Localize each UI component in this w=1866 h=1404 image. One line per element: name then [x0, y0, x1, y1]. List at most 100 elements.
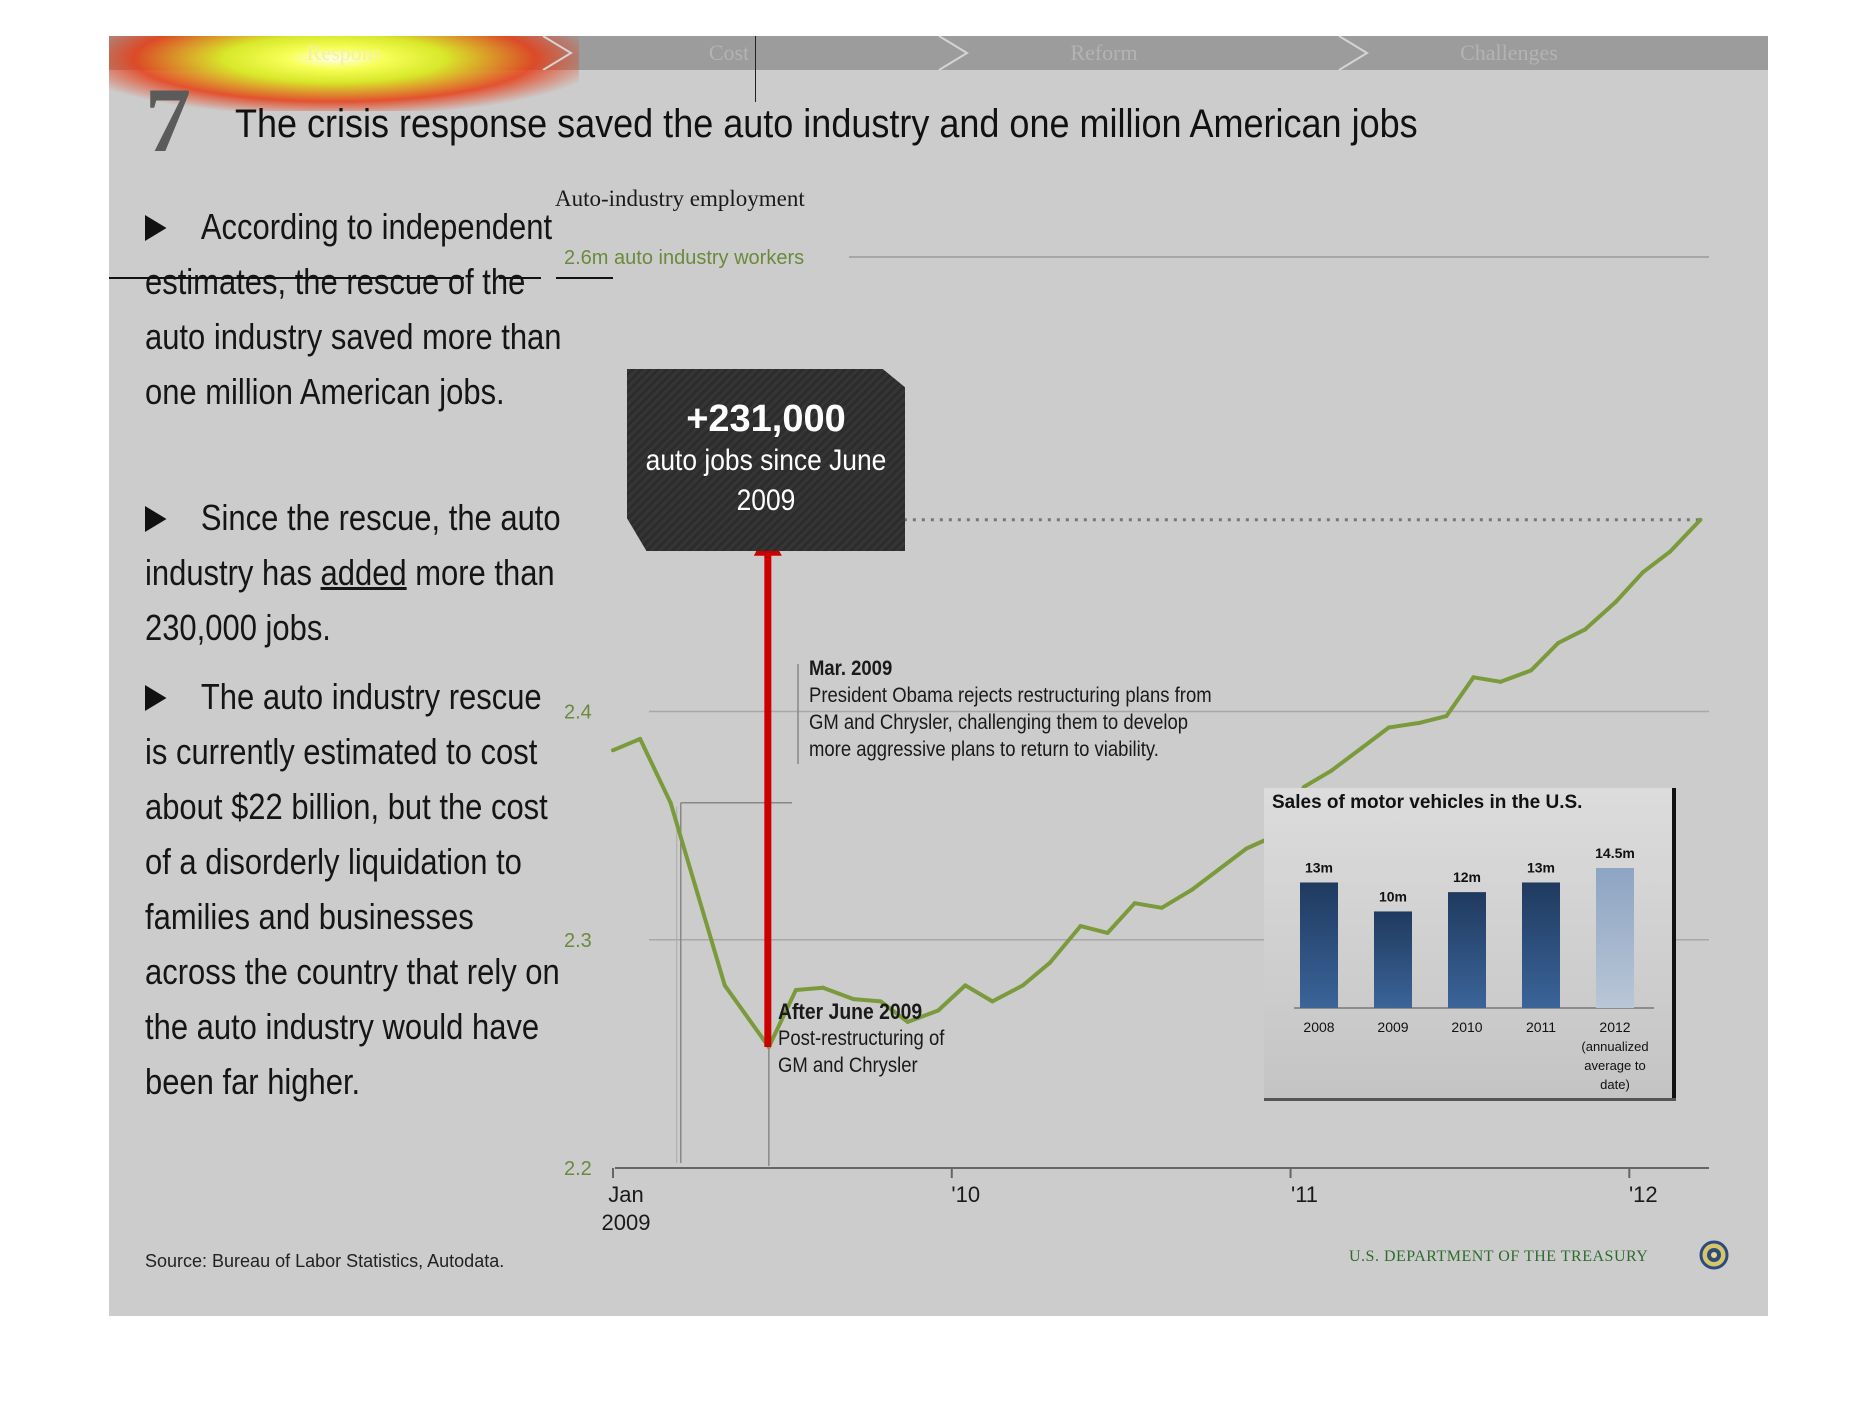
data-point: [1132, 901, 1137, 906]
bar-category-label: 2010: [1451, 1019, 1482, 1035]
bullet-triangle-icon: [145, 506, 167, 532]
tab-response[interactable]: Respons: [306, 40, 382, 65]
bar-category-label: 2008: [1303, 1019, 1334, 1035]
sales-inset-chart: Sales of motor vehicles in the U.S. 13m 2…: [1264, 788, 1676, 1098]
tab-cost[interactable]: Cost: [708, 40, 750, 65]
annotation-line: GM and Chrysler: [778, 1054, 918, 1077]
data-point: [878, 999, 883, 1004]
data-point: [821, 985, 826, 990]
callout-value: +231,000: [686, 398, 846, 440]
x-tick-label: Jan: [608, 1182, 643, 1207]
data-point: [1048, 960, 1053, 965]
chevron-right-icon: [938, 36, 969, 70]
sales-bar: [1300, 882, 1338, 1008]
data-point: [1529, 668, 1534, 673]
sales-bar: [1374, 911, 1412, 1008]
x-tick-sublabel: 2009: [602, 1210, 651, 1235]
data-point: [1613, 599, 1618, 604]
data-point: [1217, 866, 1222, 871]
data-point: [1498, 679, 1503, 684]
annotation-mar-2009: Mar. 2009 President Obama rejects restru…: [809, 656, 1212, 763]
x-tick-label: '10: [951, 1182, 980, 1207]
bullet-1: According to independent estimates, the …: [145, 199, 565, 419]
callout-text: auto jobs since June 2009: [645, 444, 887, 517]
data-point: [1244, 846, 1249, 851]
strike-line: [499, 277, 541, 279]
data-point: [1302, 784, 1307, 789]
nav-divider: [755, 36, 756, 70]
bullet-triangle-icon: [145, 685, 167, 711]
sales-bar: [1596, 868, 1634, 1008]
x-axis: Jan 2009 '10 '11 '12: [602, 1167, 1709, 1235]
tab-challenges[interactable]: Challenges: [1460, 40, 1558, 65]
data-point: [963, 983, 968, 988]
data-point: [1359, 746, 1364, 751]
data-point: [668, 800, 673, 805]
footer-org: U.S. DEPARTMENT OF THE TREASURY: [1349, 1248, 1649, 1265]
data-point: [1583, 627, 1588, 632]
bar-category-label: 2012: [1599, 1019, 1630, 1035]
slide: Respons Cost Reform Challenges 7 The cri…: [109, 36, 1768, 1316]
tab-reform[interactable]: Reform: [1070, 40, 1138, 65]
annotation-line: President Obama rejects restructuring pl…: [809, 684, 1212, 707]
data-points: [611, 517, 1703, 1050]
annotation-line: more aggressive plans to return to viabi…: [809, 738, 1159, 761]
data-point: [1386, 725, 1391, 730]
y-tick-label: 2.2: [564, 1158, 592, 1180]
bullet-2: Since the rescue, the auto industry has …: [145, 490, 565, 655]
sales-bar: [1448, 892, 1486, 1008]
bullet-2-pre: Since the rescue, the auto industry has: [145, 497, 561, 593]
data-point: [1159, 905, 1164, 910]
data-point: [1020, 983, 1025, 988]
data-point: [695, 892, 700, 897]
bar-value-label: 14.5m: [1595, 845, 1635, 861]
bar-category-note: average to: [1584, 1058, 1645, 1073]
annotation-leaders: [676, 664, 799, 1166]
employment-chart: Auto-industry employment 2.6m auto indus…: [555, 186, 1709, 1235]
slide-number: 7: [145, 69, 191, 171]
bullet-2-post: more than 230,000 jobs.: [145, 552, 555, 648]
top-level-label: 2.6m auto industry workers: [564, 247, 804, 269]
data-point: [936, 1008, 941, 1013]
bar-category-note: date): [1600, 1077, 1630, 1092]
chevron-right-icon: [1338, 36, 1369, 70]
data-point: [638, 736, 643, 741]
data-point: [1190, 887, 1195, 892]
bar-category-label: 2011: [1526, 1019, 1556, 1035]
data-point: [1471, 675, 1476, 680]
bar-value-label: 13m: [1527, 859, 1555, 875]
inset-title: Sales of motor vehicles in the U.S.: [1272, 792, 1583, 813]
source-note: Source: Bureau of Labor Statistics, Auto…: [145, 1251, 505, 1271]
data-point: [1698, 517, 1703, 522]
data-point: [905, 1019, 910, 1024]
jobs-added-callout: +231,000 auto jobs since June 2009: [627, 369, 905, 551]
bar-value-label: 10m: [1379, 888, 1407, 904]
annotation-title: After June 2009: [778, 999, 923, 1024]
x-tick-label: '11: [1291, 1182, 1318, 1207]
strike-line: [109, 277, 464, 279]
annotation-line: GM and Chrysler, challenging them to dev…: [809, 711, 1189, 734]
page-title: The crisis response saved the auto indus…: [235, 102, 1418, 146]
y-tick-label: 2.3: [564, 930, 592, 952]
y-axis: 2.2 2.3 2.4: [564, 702, 592, 1181]
data-point: [1078, 924, 1083, 929]
annotation-line: Post-restructuring of: [778, 1027, 945, 1050]
data-point: [851, 997, 856, 1002]
bar-value-label: 13m: [1305, 859, 1333, 875]
bullet-3: The auto industry rescue is currently es…: [145, 669, 565, 1109]
treasury-seal-icon: [1699, 1240, 1729, 1270]
bullet-triangle-icon: [145, 215, 167, 241]
sales-bar: [1522, 882, 1560, 1008]
chart-title: Auto-industry employment: [555, 186, 805, 211]
sales-bar-chart: 13m 2008 10m 2009 12m 2010 13m 2011 14.5m 2012 (an…: [1294, 845, 1654, 1092]
bar-category-label: 2009: [1377, 1019, 1408, 1035]
active-tab-glow: [109, 36, 579, 111]
data-point: [611, 748, 615, 753]
data-point: [1667, 549, 1672, 554]
nav-bar: Respons Cost Reform Challenges: [109, 36, 1768, 111]
bar-value-label: 12m: [1453, 869, 1481, 885]
strike-line: [556, 277, 613, 279]
bullet-2-underlined: added: [320, 552, 407, 593]
bullet-3-text: The auto industry rescue is currently es…: [145, 676, 560, 1102]
data-point: [1444, 714, 1449, 719]
